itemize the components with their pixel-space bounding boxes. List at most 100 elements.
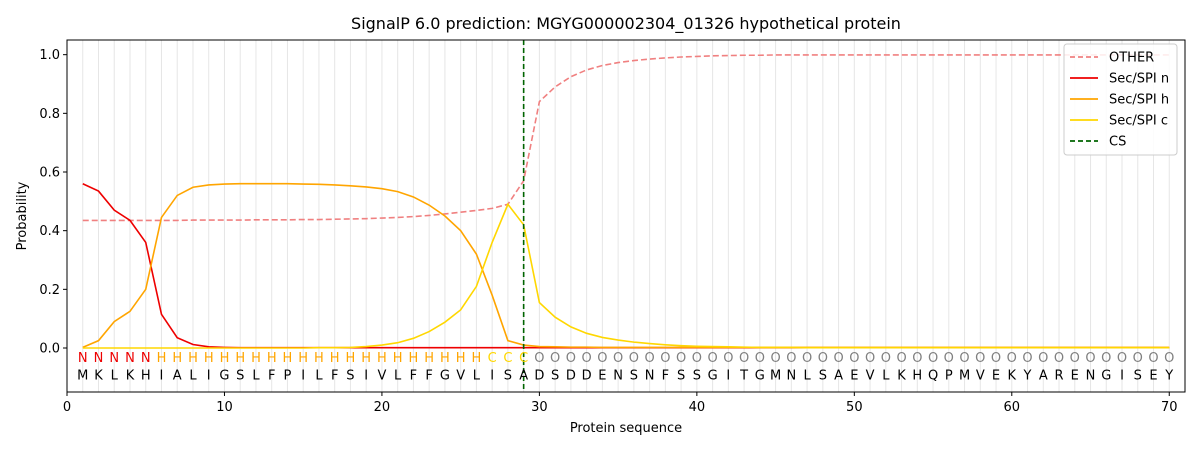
residue-label: D (566, 369, 576, 384)
x-tick-label: 20 (374, 400, 391, 415)
region-label: H (393, 351, 403, 366)
region-label: H (424, 351, 434, 366)
region-label: O (1022, 351, 1032, 366)
region-label: C (519, 351, 528, 366)
region-label: O (739, 351, 749, 366)
region-label: H (283, 351, 293, 366)
region-label: N (78, 351, 88, 366)
region-label: O (896, 351, 906, 366)
plot-frame (66, 39, 1186, 393)
series-line-sec-spi-c (82, 202, 1170, 349)
x-tick-label: 50 (846, 400, 863, 415)
region-label: O (1038, 351, 1048, 366)
residue-label: V (377, 369, 386, 384)
region-label: H (267, 351, 277, 366)
residue-label: L (111, 369, 119, 384)
region-label: O (959, 351, 969, 366)
residue-label: M (770, 369, 781, 384)
residue-label: S (1134, 369, 1142, 384)
residue-label: N (786, 369, 796, 384)
region-label: O (1133, 351, 1143, 366)
region-label: C (488, 351, 497, 366)
region-label: O (833, 351, 843, 366)
region-label: H (472, 351, 482, 366)
residue-label: M (77, 369, 88, 384)
region-label: H (361, 351, 371, 366)
residue-label: L (315, 369, 323, 384)
residue-label: F (410, 369, 417, 384)
residue-label: E (1149, 369, 1157, 384)
region-label: H (188, 351, 198, 366)
legend-label-cs: CS (1109, 135, 1126, 150)
region-label: O (1117, 351, 1127, 366)
residue-label: L (394, 369, 402, 384)
residue-label: E (992, 369, 1000, 384)
residue-label: L (252, 369, 260, 384)
y-tick-label: 1.0 (39, 48, 60, 63)
residue-label: K (94, 369, 103, 384)
x-tick-label: 60 (1004, 400, 1021, 415)
residue-label: A (1039, 369, 1048, 384)
residue-label: A (834, 369, 843, 384)
region-label: O (912, 351, 922, 366)
region-label: H (251, 351, 261, 366)
residue-label: I (1120, 369, 1124, 384)
grid (82, 40, 1170, 392)
region-label: O (566, 351, 576, 366)
residue-label: G (1101, 369, 1111, 384)
residue-label: M (959, 369, 970, 384)
residue-label: I (364, 369, 368, 384)
residue-label: A (173, 369, 182, 384)
y-axis-label: Probability (15, 181, 30, 250)
x-axis-label: Protein sequence (570, 421, 682, 436)
residue-label: S (630, 369, 638, 384)
region-label: O (928, 351, 938, 366)
y-tick-label: 0.4 (39, 224, 60, 239)
region-label: O (770, 351, 780, 366)
region-label: O (723, 351, 733, 366)
region-label: H (346, 351, 356, 366)
residue-label: I (726, 369, 730, 384)
residue-label: L (803, 369, 811, 384)
region-label: C (503, 351, 512, 366)
region-label: H (298, 351, 308, 366)
region-label: O (786, 351, 796, 366)
residue-label: Q (928, 369, 938, 384)
y-tick-label: 0.8 (39, 107, 60, 122)
series-line-other (82, 54, 1170, 222)
residue-label: I (490, 369, 494, 384)
region-label: N (94, 351, 104, 366)
region-label: H (204, 351, 214, 366)
region-label: O (881, 351, 891, 366)
region-label: O (849, 351, 859, 366)
residue-label: V (866, 369, 875, 384)
x-tick-label: 0 (63, 400, 71, 415)
region-label: O (944, 351, 954, 366)
region-label: O (865, 351, 875, 366)
residue-label: S (819, 369, 827, 384)
residue-label: P (945, 369, 953, 384)
legend: OTHER Sec/SPI n Sec/SPI h Sec/SPI c CS (1063, 43, 1178, 156)
residue-label: D (582, 369, 592, 384)
residue-label: I (160, 369, 164, 384)
residue-label: Y (1023, 369, 1032, 384)
region-label: O (991, 351, 1001, 366)
residue-label: N (1086, 369, 1096, 384)
residue-label: F (425, 369, 432, 384)
region-label: O (692, 351, 702, 366)
legend-label-sec-spi-h: Sec/SPI h (1109, 93, 1169, 108)
x-tick-label: 30 (531, 400, 548, 415)
residue-label: F (331, 369, 338, 384)
x-tick-label: 40 (689, 400, 706, 415)
plot-area (82, 40, 1170, 392)
residue-label: E (1071, 369, 1079, 384)
residue-label: R (1055, 369, 1064, 384)
residue-label: T (739, 369, 748, 384)
residue-label: D (534, 369, 544, 384)
region-label: O (550, 351, 560, 366)
region-label: O (707, 351, 717, 366)
sequence-annotations: NMNKNLNKNHHIHAHLHIHGHSHLHFHPHIHLHFHSHIHV… (77, 351, 1174, 384)
y-tick-label: 0.6 (39, 166, 60, 181)
x-tick-label: 70 (1161, 400, 1178, 415)
residue-label: K (897, 369, 906, 384)
